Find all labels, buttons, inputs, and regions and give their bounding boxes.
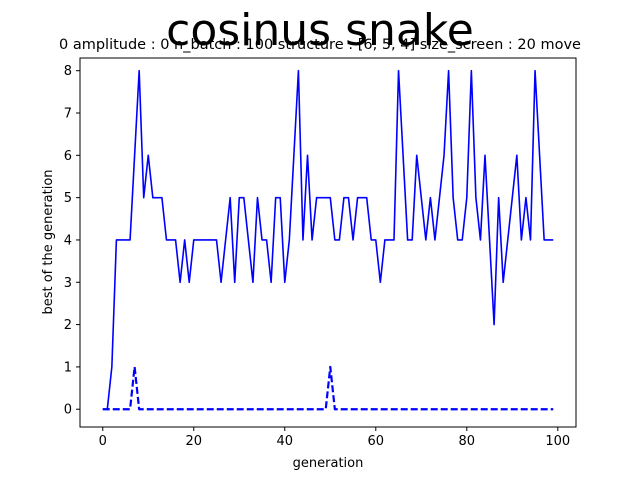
ticks-layer: 0 20 40 60 80 100 0 1 2 3 4 5 6 7 8 [64,64,570,449]
axes-frame [79,57,577,428]
series-layer [102,69,554,411]
x-tick-label: 0 [99,434,107,449]
series-line-solid [102,69,554,411]
plot-area: 0 20 40 60 80 100 0 1 2 3 4 5 6 7 8 [64,57,577,449]
chart-subtitle: 0 amplitude : 0 n_batch : 100 structure … [59,37,581,53]
series-line-dashed [102,365,554,411]
y-tick-label: 2 [64,318,72,333]
y-tick-label: 3 [64,276,72,291]
x-tick-label: 20 [185,434,202,449]
x-axis-label: generation [293,456,364,471]
y-tick-label: 7 [64,107,72,122]
y-tick-label: 6 [64,149,72,164]
y-tick-label: 0 [64,403,72,418]
x-tick-label: 100 [545,434,570,449]
chart-title: cosinus snake [166,5,474,56]
y-tick-label: 1 [64,360,72,375]
x-tick-label: 60 [368,434,385,449]
y-tick-label: 5 [64,191,72,206]
y-tick-label: 4 [64,233,72,248]
x-tick-label: 80 [459,434,476,449]
y-tick-label: 8 [64,64,72,79]
y-axis-label: best of the generation [41,169,56,314]
x-tick-label: 40 [276,434,293,449]
